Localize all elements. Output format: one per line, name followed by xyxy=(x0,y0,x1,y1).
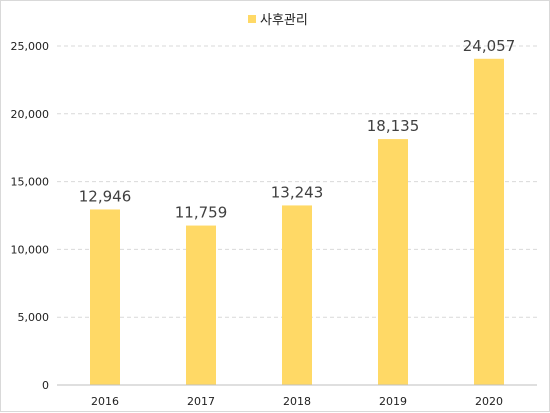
bar-2020 xyxy=(474,58,504,385)
y-tick-label: 25,000 xyxy=(11,40,50,53)
data-labels: 12,946 11,759 13,243 18,135 24,057 xyxy=(79,37,516,222)
x-tick-label: 2018 xyxy=(283,395,311,408)
data-label-2016: 12,946 xyxy=(79,187,132,205)
bar-2017 xyxy=(186,225,216,385)
x-tick-label: 2020 xyxy=(475,395,503,408)
y-tick-label: 15,000 xyxy=(11,176,50,189)
data-label-2020: 24,057 xyxy=(463,37,516,55)
data-label-2017: 11,759 xyxy=(175,204,228,222)
bar-2019 xyxy=(378,139,408,385)
legend: 사후관리 xyxy=(248,13,308,28)
legend-label: 사후관리 xyxy=(260,13,308,28)
x-tick-label: 2019 xyxy=(379,395,407,408)
x-axis: 2016 2017 2018 2019 2020 xyxy=(91,395,503,408)
y-tick-label: 0 xyxy=(42,379,49,392)
y-axis: 0 5,000 10,000 15,000 20,000 25,000 xyxy=(11,40,50,392)
y-tick-label: 10,000 xyxy=(11,243,50,256)
x-tick-label: 2016 xyxy=(91,395,119,408)
legend-swatch xyxy=(248,15,256,23)
data-label-2018: 13,243 xyxy=(271,183,324,201)
y-tick-label: 20,000 xyxy=(11,108,50,121)
x-tick-label: 2017 xyxy=(187,395,215,408)
bars xyxy=(90,58,504,385)
bar-2018 xyxy=(282,205,312,385)
data-label-2019: 18,135 xyxy=(367,117,420,135)
y-tick-label: 5,000 xyxy=(18,311,50,324)
gridlines xyxy=(57,45,537,318)
bar-2016 xyxy=(90,209,120,385)
